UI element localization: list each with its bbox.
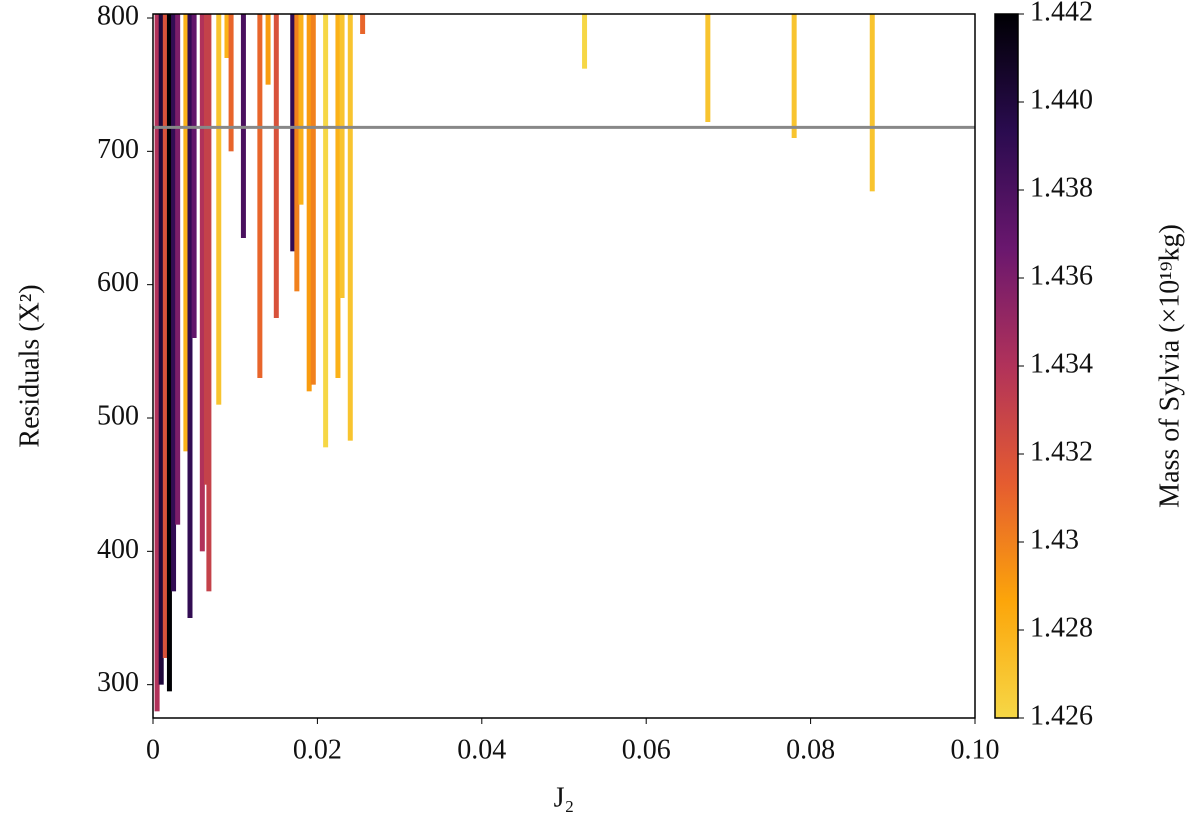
data-column [582, 14, 588, 69]
colorbar-tick-label: 1.436 [1030, 260, 1093, 291]
y-tick-label: 400 [97, 534, 139, 565]
data-column [869, 14, 875, 192]
data-column [265, 14, 271, 85]
data-column [187, 14, 193, 618]
data-column [347, 14, 353, 441]
colorbar-tick-label: 1.428 [1030, 612, 1093, 643]
colorbar-tick-label: 1.438 [1030, 172, 1093, 203]
x-tick-label: 0.04 [457, 734, 506, 765]
data-column [224, 14, 230, 58]
y-axis-label: Residuals (X²) [14, 284, 45, 447]
colorbar-tick-label: 1.442 [1030, 0, 1093, 27]
data-column [199, 14, 205, 552]
colorbar-tick-label: 1.43 [1030, 524, 1079, 555]
y-tick-label: 500 [97, 400, 139, 431]
data-column [257, 14, 263, 378]
data-column [158, 14, 164, 685]
colorbar-tick-label: 1.434 [1030, 348, 1093, 379]
y-tick-label: 300 [97, 667, 139, 698]
data-column [306, 14, 312, 392]
y-tick-label: 600 [97, 267, 139, 298]
data-column [154, 14, 160, 712]
x-tick-label: 0.10 [951, 734, 1000, 765]
data-column [339, 14, 345, 298]
plot-frame [152, 13, 976, 719]
data-column [335, 14, 341, 378]
data-column [162, 14, 168, 658]
x-tick-label: 0.06 [622, 734, 671, 765]
data-column [294, 14, 300, 292]
data-column [228, 14, 234, 152]
data-column [290, 14, 296, 252]
data-column [323, 14, 329, 448]
colorbar-tick-label: 1.432 [1030, 436, 1093, 467]
data-column [298, 14, 304, 205]
data-column [360, 14, 366, 34]
data-column [166, 14, 172, 692]
colorbar-tick-label: 1.426 [1030, 700, 1093, 731]
data-column [216, 14, 222, 405]
colorbar-label: Mass of Sylvia (×10¹⁹kg) [1154, 224, 1185, 508]
data-column [183, 14, 189, 452]
colorbar [994, 13, 1019, 719]
y-tick-label: 700 [97, 134, 139, 165]
data-column [175, 14, 181, 525]
x-tick-label: 0 [146, 734, 160, 765]
colorbar-tick-label: 1.440 [1030, 84, 1093, 115]
data-column [310, 14, 316, 385]
x-axis-label: J₂ [554, 782, 575, 813]
data-column [791, 14, 797, 138]
data-column [206, 14, 212, 592]
data-column [273, 14, 279, 318]
data-column [191, 14, 197, 338]
data-column [171, 14, 177, 592]
y-tick-label: 800 [97, 0, 139, 31]
x-tick-label: 0.08 [786, 734, 835, 765]
x-tick-label: 0.02 [293, 734, 342, 765]
data-column [705, 14, 711, 122]
